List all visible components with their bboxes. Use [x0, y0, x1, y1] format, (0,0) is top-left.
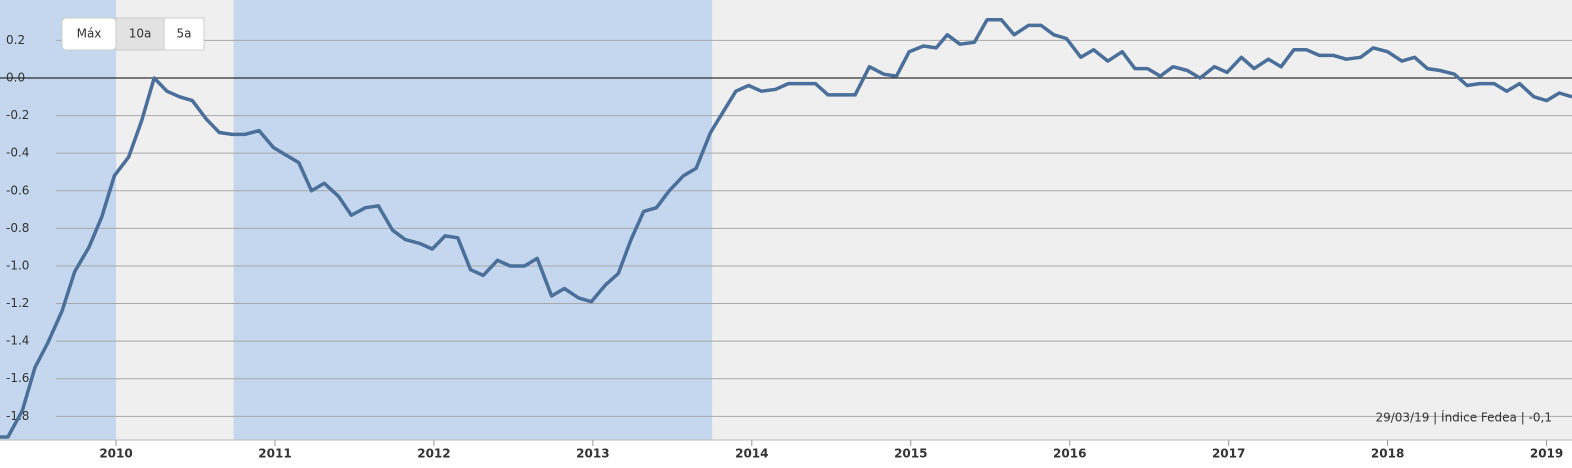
range-button-label[interactable]: Máx: [77, 27, 102, 41]
y-tick-label: -0.2: [6, 108, 29, 122]
x-tick-label: 2015: [894, 447, 927, 461]
range-button-label[interactable]: 10a: [129, 27, 152, 41]
x-tick-label: 2019: [1530, 447, 1563, 461]
range-button[interactable]: [115, 17, 165, 51]
x-tick-label: 2011: [258, 447, 291, 461]
y-tick-label: 0.0: [6, 71, 25, 85]
range-selector: Máx 10a 5a: [61, 17, 205, 51]
y-tick-label: -0.8: [6, 221, 29, 235]
y-tick-label: -1.4: [6, 334, 29, 348]
range-button[interactable]: [163, 17, 205, 51]
x-tick-label: 2010: [99, 447, 132, 461]
shaded-band: [0, 0, 117, 440]
y-tick-label: 0.2: [6, 33, 25, 47]
series-line: [0, 17, 1572, 439]
y-tick-label: -1.6: [6, 371, 29, 385]
shaded-band: [233, 0, 713, 440]
y-tick-label: -0.4: [6, 146, 29, 160]
range-button-label[interactable]: 5a: [177, 27, 192, 41]
x-tick-label: 2018: [1371, 447, 1404, 461]
annotation: 29/03/19 | Índice Fedea | -0,1: [1375, 410, 1552, 425]
y-tick-label: -1.2: [6, 296, 29, 310]
x-tick-label: 2014: [735, 447, 768, 461]
x-tick-label: 2016: [1053, 447, 1086, 461]
y-tick-label: -0.6: [6, 183, 29, 197]
x-tick-label: 2017: [1212, 447, 1245, 461]
y-tick-label: -1.0: [6, 258, 29, 272]
x-tick-label: 2012: [417, 447, 450, 461]
x-tick-label: 2013: [576, 447, 609, 461]
